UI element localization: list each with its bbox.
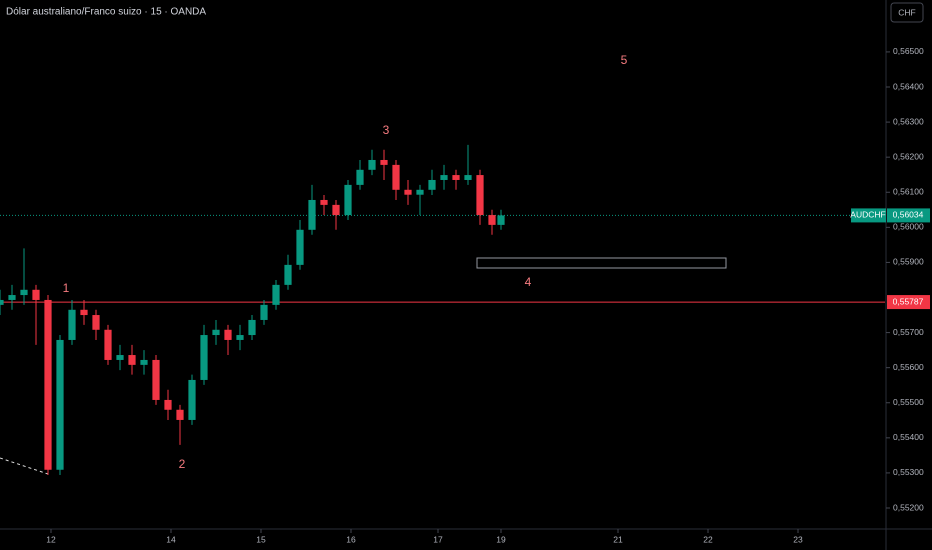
candle-body	[452, 175, 460, 180]
candle-body	[104, 329, 112, 360]
candle-body	[140, 359, 148, 365]
symbol-label: AUDCHF	[850, 210, 885, 220]
y-tick-label: 0,56500	[893, 46, 924, 56]
candle-body	[116, 355, 124, 360]
y-tick-label: 0,55700	[893, 327, 924, 337]
last-price-tag	[887, 208, 930, 223]
candle-body	[332, 204, 340, 216]
x-tick-label: 14	[166, 534, 176, 544]
candle-body	[164, 399, 172, 410]
candle-body	[152, 359, 160, 400]
y-tick-label: 0,55300	[893, 467, 924, 477]
candle-body	[368, 159, 376, 170]
x-tick-label: 21	[613, 534, 623, 544]
price-line-tag	[887, 295, 930, 310]
candle-body	[8, 295, 16, 300]
x-tick-label: 22	[703, 534, 713, 544]
candle-body	[404, 189, 412, 195]
candle-body	[284, 264, 292, 285]
candle-body	[416, 189, 424, 195]
candle-body	[392, 164, 400, 190]
candle-body	[260, 304, 268, 320]
price-line-label: 0,55787	[893, 296, 924, 306]
candle-body	[32, 289, 40, 300]
chart-title: Dólar australiano/Franco suizo · 15 · OA…	[6, 7, 206, 18]
candle-body	[44, 299, 52, 470]
y-tick-label: 0,56400	[893, 81, 924, 91]
y-tick-label: 0,56300	[893, 116, 924, 126]
candle-body	[272, 284, 280, 305]
candle-body	[176, 409, 184, 420]
candle-body	[68, 309, 76, 340]
candle-body	[476, 175, 484, 216]
x-tick-label: 15	[256, 534, 266, 544]
candle-body	[20, 289, 28, 296]
candle-body	[488, 215, 496, 225]
currency-button[interactable]	[890, 2, 924, 23]
candle-body	[188, 379, 196, 420]
symbol-tag	[851, 208, 886, 223]
x-tick-label: 12	[46, 534, 56, 544]
candle-body	[440, 175, 448, 180]
y-tick-label: 0,56200	[893, 151, 924, 161]
candle-body	[380, 159, 388, 165]
wave-label: 1	[63, 281, 70, 295]
candle-body	[212, 329, 220, 336]
y-tick-label: 0,55500	[893, 397, 924, 407]
candle-body	[248, 319, 256, 336]
wave-label: 3	[383, 123, 390, 137]
y-tick-label: 0,56000	[893, 222, 924, 232]
y-tick-label: 0,55900	[893, 257, 924, 267]
target-box	[476, 257, 727, 269]
candle-body	[356, 169, 364, 185]
candle-body	[497, 215, 505, 225]
candle-body	[128, 355, 136, 365]
candle-body	[236, 335, 244, 340]
trend-line	[0, 457, 49, 475]
y-tick-label: 0,55200	[893, 502, 924, 512]
x-tick-label: 16	[346, 534, 356, 544]
candle-body	[80, 309, 88, 316]
y-tick-label: 0,55400	[893, 432, 924, 442]
wave-label: 4	[525, 275, 532, 289]
x-tick-label: 17	[433, 534, 443, 544]
candle-body	[224, 329, 232, 340]
candle-body	[200, 335, 208, 380]
candle-body	[296, 229, 304, 265]
candle-body	[464, 175, 472, 180]
candle-body	[428, 179, 436, 190]
y-tick-label: 0,55600	[893, 362, 924, 372]
wave-label: 5	[621, 53, 628, 67]
candle-body	[344, 184, 352, 216]
currency-label: CHF	[898, 7, 915, 17]
candle-body	[56, 339, 64, 470]
x-tick-label: 23	[793, 534, 803, 544]
candle-body	[320, 199, 328, 205]
candle-body	[92, 315, 100, 330]
y-tick-label: 0,56100	[893, 187, 924, 197]
candle-body	[0, 299, 4, 305]
last-price-label: 0,56034	[893, 210, 924, 220]
candle-body	[308, 199, 316, 230]
wave-label: 2	[179, 457, 186, 471]
x-tick-label: 19	[496, 534, 506, 544]
